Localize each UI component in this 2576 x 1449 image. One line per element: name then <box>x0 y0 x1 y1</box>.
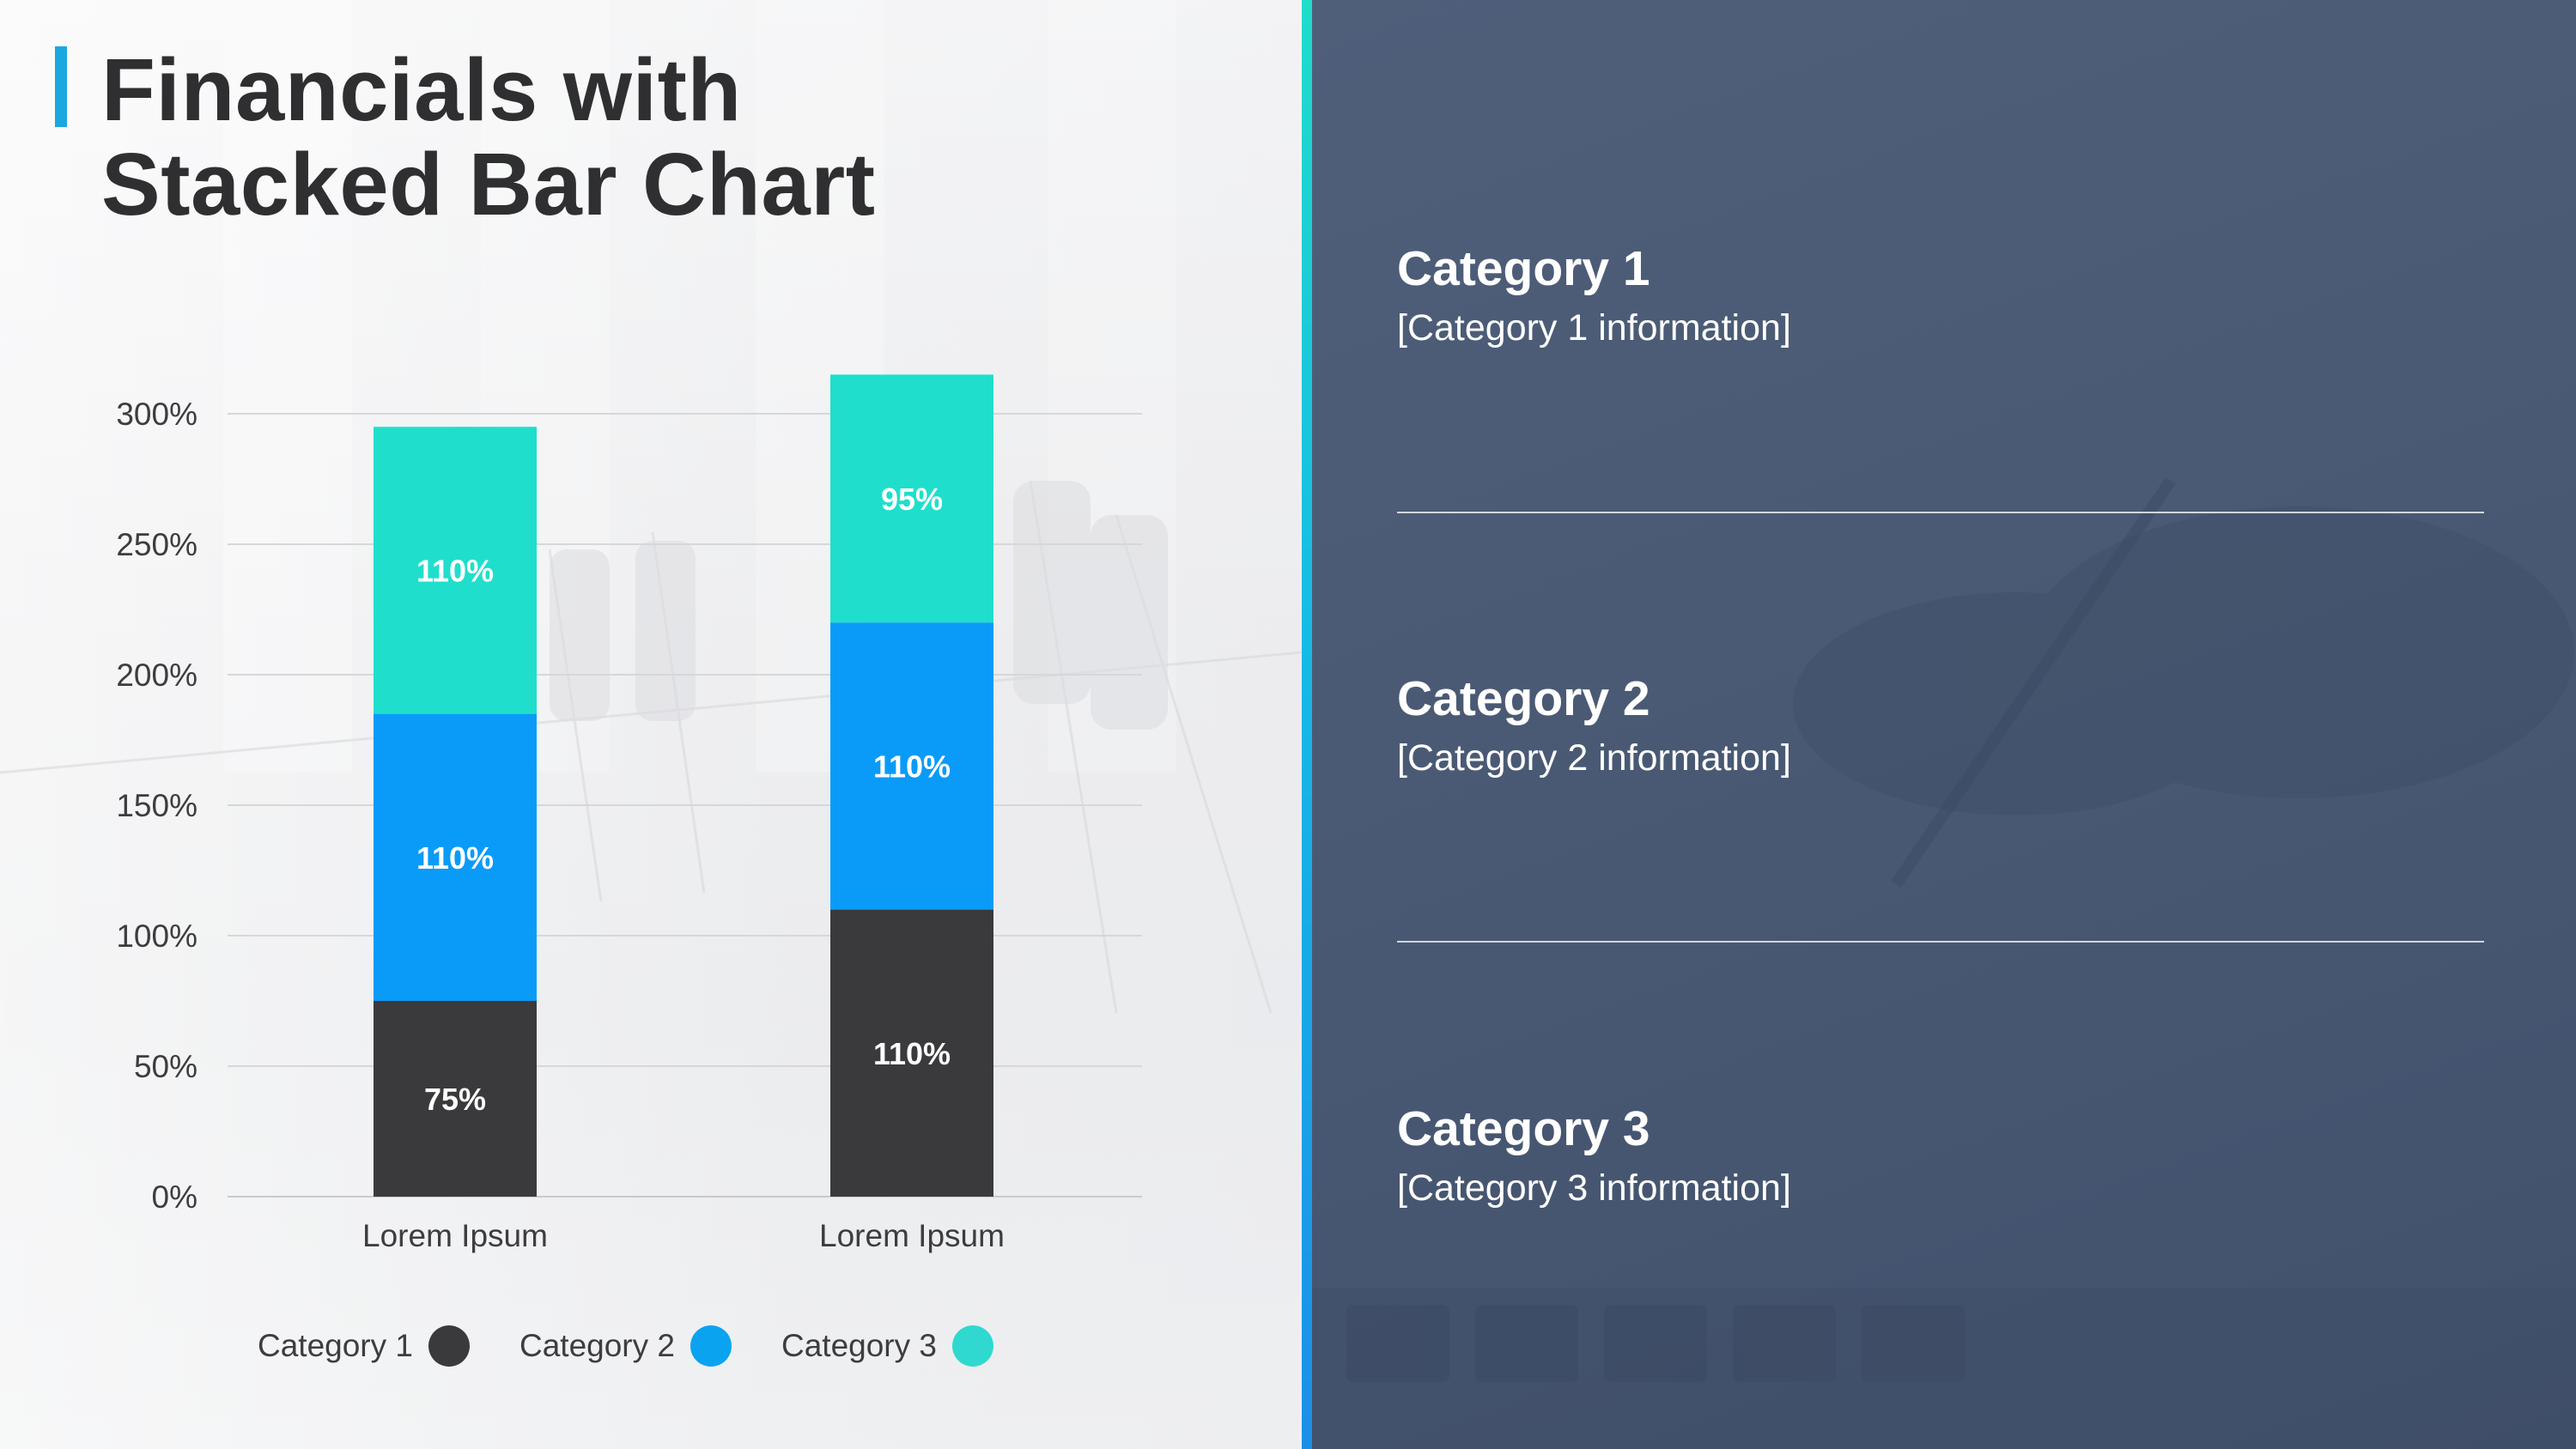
info-title: Category 2 <box>1397 671 1650 726</box>
legend-item-category-2: Category 2 <box>519 1325 732 1367</box>
data-label: 110% <box>416 553 494 588</box>
x-category-label: Lorem Ipsum <box>362 1218 548 1253</box>
stacked-bar-chart: 0% 50% 100% 150% 200% 250% 300% 75% 110% 110% Lore… <box>116 374 1142 1253</box>
legend-item-category-1: Category 1 <box>258 1325 470 1367</box>
chart-legend: Category 1 Category 2 Category 3 <box>258 1322 1043 1370</box>
info-item-category-2: Category 2 [Category 2 information] <box>1397 670 2513 782</box>
legend-label: Category 1 <box>258 1328 413 1363</box>
bar-segment-2 <box>374 713 537 1001</box>
legend-dot <box>428 1325 470 1367</box>
bar-segment-1 <box>374 1001 537 1197</box>
y-tick-label: 300% <box>116 397 197 432</box>
info-separator <box>1397 941 2484 943</box>
info-item-category-3: Category 3 [Category 3 information] <box>1397 1100 2513 1212</box>
legend-label: Category 2 <box>519 1328 675 1363</box>
info-item-category-1: Category 1 [Category 1 information] <box>1397 240 2513 352</box>
data-label: 110% <box>873 749 951 784</box>
bar-segment-3 <box>374 427 537 714</box>
legend-dot <box>690 1325 732 1367</box>
title-accent-bar <box>55 46 67 127</box>
chart-panel: Financials with Stacked Bar Chart 0% 50% 1… <box>0 0 1302 1449</box>
y-tick-label: 200% <box>116 658 197 693</box>
data-label: 110% <box>416 840 494 876</box>
title-line-2: Stacked Bar Chart <box>101 135 876 233</box>
info-title: Category 3 <box>1397 1101 1650 1156</box>
y-tick-label: 50% <box>134 1049 197 1084</box>
data-label: 95% <box>881 482 943 517</box>
info-panel: Category 1 [Category 1 information] Cate… <box>1312 0 2576 1449</box>
x-category-label: Lorem Ipsum <box>819 1218 1005 1253</box>
bar-segment-1 <box>830 909 993 1197</box>
info-text: [Category 3 information] <box>1397 1167 1791 1209</box>
info-separator <box>1397 512 2484 513</box>
data-label: 75% <box>424 1082 486 1117</box>
legend-dot <box>952 1325 993 1367</box>
bar-segment-3 <box>830 374 993 623</box>
info-title: Category 1 <box>1397 241 1650 296</box>
y-tick-label: 100% <box>116 919 197 954</box>
data-label: 110% <box>873 1036 951 1071</box>
panel-divider <box>1302 0 1312 1449</box>
y-tick-label: 250% <box>116 527 197 562</box>
title-line-1: Financials with <box>101 40 742 139</box>
y-tick-label: 0% <box>152 1179 197 1215</box>
legend-label: Category 3 <box>781 1328 937 1363</box>
legend-item-category-3: Category 3 <box>781 1325 993 1367</box>
y-tick-label: 150% <box>116 788 197 823</box>
page-title: Financials with Stacked Bar Chart <box>101 43 1132 232</box>
bar-segment-2 <box>830 622 993 910</box>
info-text: [Category 2 information] <box>1397 737 1791 779</box>
info-text: [Category 1 information] <box>1397 307 1791 349</box>
